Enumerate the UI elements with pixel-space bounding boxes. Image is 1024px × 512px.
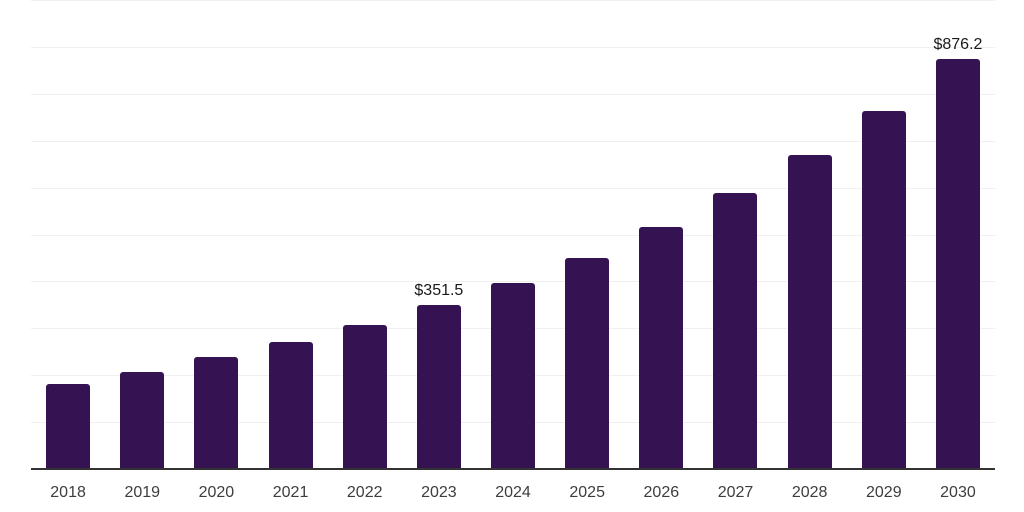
bar-column-2030: $876.2 [921,0,995,470]
bars-container: $351.5 $876.2 [31,0,995,470]
bar-2019 [120,371,165,470]
bar-column-2023: $351.5 [402,0,476,470]
bar-2024 [491,282,536,470]
x-tick-label-2024: 2024 [495,484,531,501]
gridline-700 [31,140,995,142]
bar-column-2021 [253,0,327,470]
bar-column-2022 [328,0,402,470]
gridline-500 [31,234,995,236]
x-tick-label-2030: 2030 [940,484,976,501]
bar-column-2028 [773,0,847,470]
gridline-400 [31,281,995,283]
x-tick-label-2022: 2022 [346,484,383,501]
bar-2029 [861,110,906,470]
bar-2020 [194,356,239,470]
bar-column-2020 [179,0,253,470]
x-tick-label-2027: 2027 [717,484,754,501]
bar-column-2024 [476,0,550,470]
x-axis-labels: 2018 2019 2020 2021 2022 2023 2024 2025 2026 2027… [31,470,995,502]
gridline-600 [31,187,995,189]
x-tick-label-2021: 2021 [272,484,309,501]
plot-area: $351.5 $876.2 [31,0,995,470]
x-tick-label-2020: 2020 [198,484,235,501]
bar-2025 [565,257,610,470]
bar-column-2019 [105,0,179,470]
bar-2022 [342,325,387,470]
bar-2030 [935,59,980,470]
gridline-1000 [31,0,995,1]
bar-2028 [787,155,832,470]
x-tick-label-2023: 2023 [421,484,457,501]
bar-2021 [268,342,313,470]
bar-column-2018 [31,0,105,470]
bar-2023 [416,305,461,470]
bar-2018 [46,384,91,470]
value-label-2023: $351.5 [414,282,464,300]
x-tick-label-2019: 2019 [124,484,161,501]
x-axis-line [31,468,995,470]
bar-column-2025 [550,0,624,470]
bar-2026 [639,227,684,470]
x-tick-label-2026: 2026 [643,484,680,501]
bar-2027 [713,193,758,470]
bar-column-2029 [847,0,921,470]
gridline-800 [31,93,995,95]
x-tick-label-2025: 2025 [569,484,605,501]
value-label-2030: $876.2 [933,36,983,54]
bar-column-2027 [698,0,772,470]
bar-column-2026 [624,0,698,470]
x-tick-label-2018: 2018 [50,484,86,501]
gridline-900 [31,46,995,48]
x-tick-label-2029: 2029 [866,484,902,501]
x-tick-label-2028: 2028 [791,484,828,501]
